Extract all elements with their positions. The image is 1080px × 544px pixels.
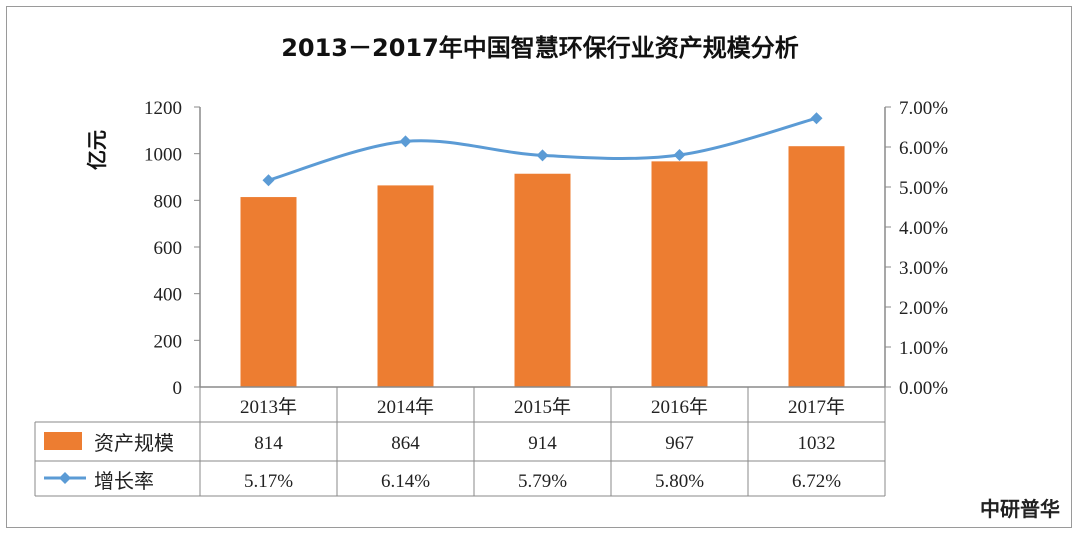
right-tick-label: 2.00% bbox=[899, 298, 948, 319]
left-tick-label: 1000 bbox=[144, 145, 182, 166]
left-tick-label: 1200 bbox=[144, 98, 182, 119]
bar-2014年 bbox=[377, 185, 434, 387]
y-axis-label: 亿元 bbox=[85, 130, 109, 170]
right-tick-label: 7.00% bbox=[899, 98, 948, 119]
category-label: 2017年 bbox=[788, 396, 845, 418]
bar-2017年 bbox=[788, 146, 845, 387]
bar-2013年 bbox=[240, 197, 297, 387]
line-series-name: 增长率 bbox=[94, 469, 154, 493]
bar-value-cell: 814 bbox=[254, 433, 283, 454]
bar-value-cell: 864 bbox=[391, 433, 420, 454]
bar-series-name: 资产规模 bbox=[94, 431, 174, 455]
chart-frame bbox=[6, 6, 1072, 528]
bar-value-cell: 914 bbox=[528, 433, 557, 454]
growth-point-2014年 bbox=[399, 135, 412, 148]
right-tick-label: 0.00% bbox=[899, 378, 948, 399]
chart-title: 2013－2017年中国智慧环保行业资产规模分析 bbox=[281, 34, 799, 62]
bar-legend-swatch bbox=[44, 432, 82, 450]
line-legend-marker bbox=[59, 472, 71, 484]
source-label: 中研普华 bbox=[980, 497, 1060, 521]
right-tick-label: 1.00% bbox=[899, 338, 948, 359]
category-label: 2016年 bbox=[651, 396, 708, 418]
left-tick-label: 800 bbox=[154, 191, 183, 212]
category-label: 2014年 bbox=[377, 396, 434, 418]
category-label: 2015年 bbox=[514, 396, 571, 418]
right-tick-label: 4.00% bbox=[899, 218, 948, 239]
growth-value-cell: 5.17% bbox=[244, 471, 293, 492]
growth-value-cell: 5.80% bbox=[655, 471, 704, 492]
growth-rate-line bbox=[268, 116, 817, 182]
growth-point-2015年 bbox=[536, 149, 549, 162]
growth-point-2013年 bbox=[262, 174, 275, 187]
left-tick-label: 0 bbox=[173, 378, 183, 399]
bar-value-cell: 1032 bbox=[798, 433, 836, 454]
growth-point-2017年 bbox=[810, 112, 823, 125]
bar-value-cell: 967 bbox=[665, 433, 694, 454]
bar-2015年 bbox=[514, 173, 571, 387]
growth-value-cell: 6.72% bbox=[792, 471, 841, 492]
left-tick-label: 200 bbox=[154, 331, 183, 352]
left-tick-label: 600 bbox=[154, 238, 183, 259]
left-tick-label: 400 bbox=[154, 285, 183, 306]
growth-value-cell: 5.79% bbox=[518, 471, 567, 492]
growth-point-2016年 bbox=[673, 149, 686, 161]
right-tick-label: 5.00% bbox=[899, 178, 948, 199]
bar-2016年 bbox=[651, 161, 708, 387]
category-label: 2013年 bbox=[240, 396, 297, 418]
right-tick-label: 3.00% bbox=[899, 258, 948, 279]
growth-value-cell: 6.14% bbox=[381, 471, 430, 492]
right-tick-label: 6.00% bbox=[899, 138, 948, 159]
